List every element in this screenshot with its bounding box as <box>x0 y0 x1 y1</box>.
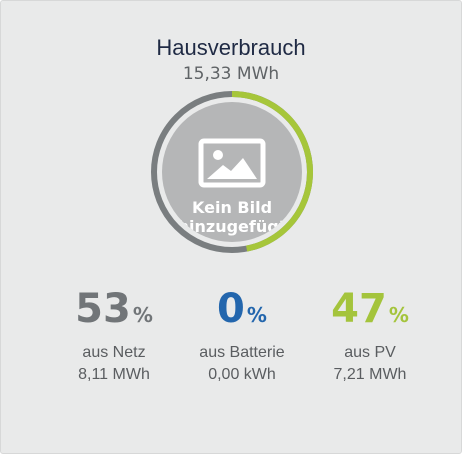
stat-netz: 53% aus Netz 8,11 MWh <box>39 287 189 384</box>
pv-value: 7,21 MWh <box>333 366 407 383</box>
netz-value: 8,11 MWh <box>78 366 150 383</box>
pv-percent: 47% <box>331 286 409 332</box>
image-icon <box>198 138 266 188</box>
stat-batterie: 0% aus Batterie 0,00 kWh <box>167 287 317 384</box>
total-consumption: 15,33 MWh <box>182 64 280 84</box>
widget-title: Hausverbrauch <box>156 35 306 60</box>
consumption-donut <box>151 91 313 253</box>
batterie-value: 0,00 kWh <box>208 366 276 383</box>
batterie-label: aus Batterie <box>199 344 285 361</box>
batterie-percent: 0% <box>217 286 267 332</box>
netz-percent: 53% <box>75 286 153 332</box>
donut-segment-pv <box>231 91 313 252</box>
netz-label: aus Netz <box>82 344 146 361</box>
stat-pv: 47% aus PV 7,21 MWh <box>295 287 445 384</box>
image-placeholder: Kein Bild hinzugefügt <box>162 102 302 242</box>
placeholder-text: Kein Bild hinzugefügt <box>177 198 287 236</box>
pv-label: aus PV <box>344 344 396 361</box>
